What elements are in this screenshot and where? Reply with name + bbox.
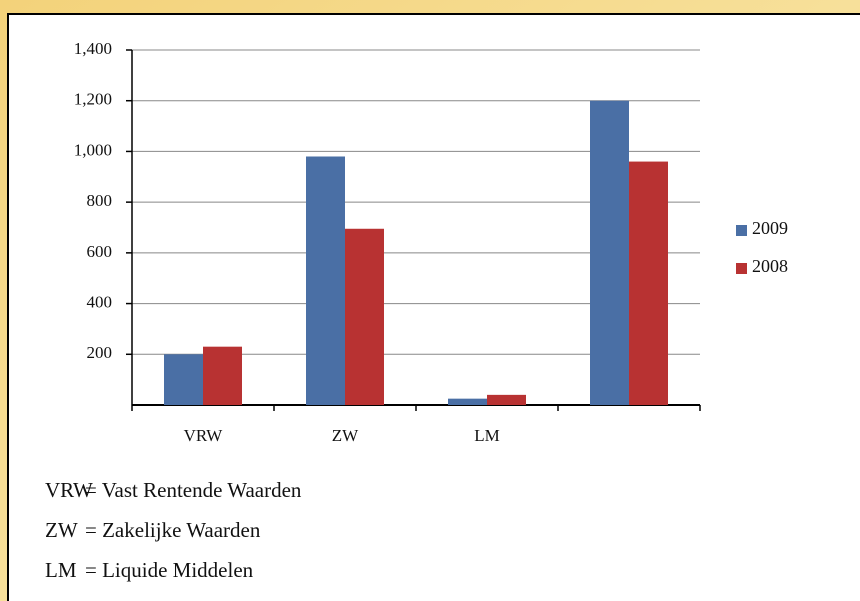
legend-label: 2008 — [752, 256, 788, 276]
legend-label: 2009 — [752, 218, 788, 238]
bar — [164, 354, 203, 405]
bar — [629, 161, 668, 405]
bar — [306, 156, 345, 405]
y-tick-label: 600 — [87, 242, 113, 261]
bar — [487, 394, 526, 405]
bar — [203, 346, 242, 405]
x-tick-label: VRW — [184, 426, 224, 445]
x-tick-label: LM — [474, 426, 500, 445]
note-text: = Zakelijke Waarden — [85, 518, 261, 542]
x-tick-label: ZW — [332, 426, 359, 445]
y-tick-label: 1,400 — [74, 39, 112, 58]
legend-swatch — [736, 263, 747, 274]
note-abbr: LM — [45, 558, 77, 582]
legend-swatch — [736, 225, 747, 236]
y-tick-label: 400 — [87, 292, 113, 311]
bar — [590, 100, 629, 405]
note-abbr: VRW — [45, 478, 93, 502]
bar — [448, 398, 487, 405]
y-tick-label: 1,000 — [74, 140, 112, 159]
note-text: = Liquide Middelen — [85, 558, 254, 582]
chart-frame — [7, 13, 860, 601]
y-tick-label: 800 — [87, 191, 113, 210]
bar — [345, 228, 384, 405]
y-tick-label: 200 — [87, 343, 113, 362]
note-text: = Vast Rentende Waarden — [85, 478, 302, 502]
y-tick-label: 1,200 — [74, 90, 112, 109]
note-abbr: ZW — [45, 518, 78, 542]
